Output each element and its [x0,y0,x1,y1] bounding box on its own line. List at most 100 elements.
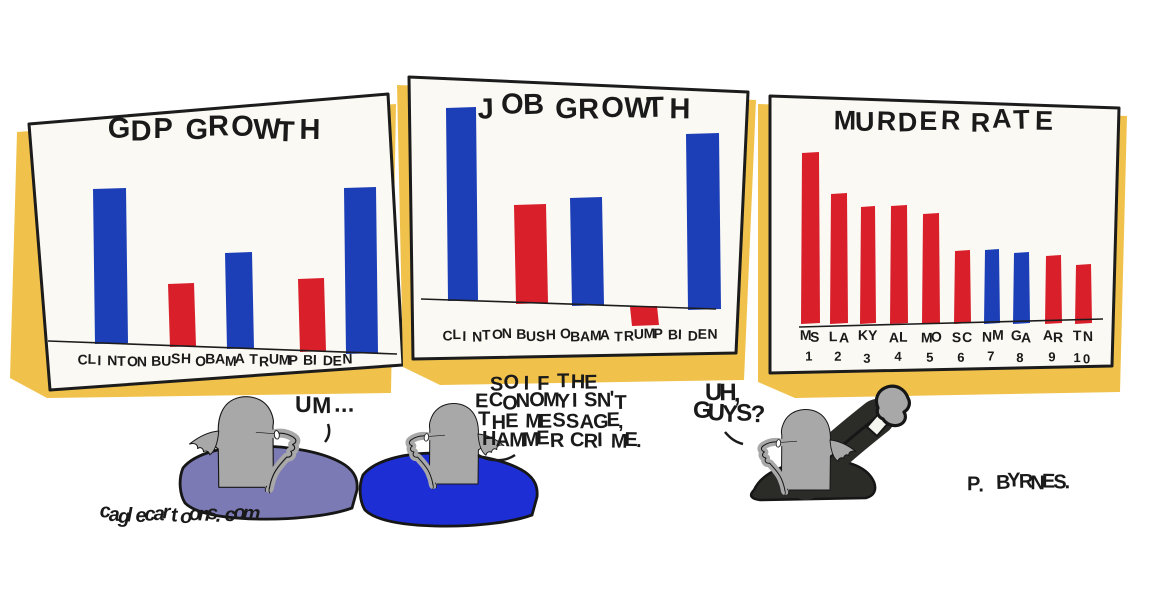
svg-text:T: T [646,92,665,125]
svg-text:.: . [215,505,221,527]
svg-text:R: R [550,430,566,452]
svg-text:I: I [462,328,466,344]
svg-text:A: A [889,329,899,345]
svg-text:C: C [570,429,585,451]
svg-text:I: I [597,429,603,451]
svg-text:m: m [242,502,261,525]
svg-text:H: H [181,350,191,366]
svg-text:E: E [919,106,937,136]
svg-text:H: H [669,93,690,125]
svg-text:R: R [971,108,991,138]
svg-text:B: B [570,328,580,344]
svg-text:S: S [552,410,565,432]
svg-text:T: T [249,351,258,367]
svg-text:D: D [131,115,152,147]
svg-text:.: . [636,430,642,452]
svg-text:L: L [829,328,838,344]
svg-text:L: L [452,326,461,342]
svg-text:H: H [299,114,320,146]
svg-text:A: A [600,327,610,343]
svg-text:M: M [992,327,1004,343]
svg-text:7: 7 [987,348,994,363]
svg-text:J: J [477,93,494,125]
svg-text:A: A [1043,327,1053,343]
svg-text:U: U [161,353,171,369]
svg-text:D: D [897,107,917,137]
svg-text:N: N [472,328,482,344]
svg-text:C: C [77,351,87,367]
svg-text:B: B [151,353,161,369]
svg-text:l: l [127,504,133,526]
svg-text:.: . [978,475,984,497]
svg-text:P: P [153,113,173,145]
svg-text:8: 8 [1016,350,1023,365]
svg-text:K: K [858,327,868,343]
svg-text:U: U [634,326,644,342]
svg-text:M: M [312,392,331,418]
svg-text:U: U [269,351,279,367]
svg-text:R: R [578,94,599,126]
svg-text:N: N [502,325,512,341]
svg-text:T: T [117,353,126,369]
svg-text:t: t [171,504,180,526]
svg-text:E: E [536,427,550,449]
svg-text:P: P [653,325,663,341]
svg-text:P: P [289,352,298,368]
svg-text:C: C [442,327,453,343]
svg-text:L: L [87,351,96,367]
svg-text:N: N [107,352,117,368]
svg-text:R: R [624,328,635,344]
svg-text:U: U [855,107,875,137]
svg-text:S: S [171,350,181,366]
svg-text:I: I [678,326,682,342]
svg-text:.: . [1064,471,1070,493]
svg-text:A: A [580,328,590,344]
svg-text:5: 5 [926,350,933,365]
svg-text:T: T [482,326,491,342]
svg-text:U: U [295,391,312,417]
svg-text:B: B [668,326,678,342]
svg-text:I: I [572,390,578,412]
svg-text:S: S [952,329,961,345]
svg-text:N: N [342,350,352,366]
svg-text:N: N [982,329,992,345]
svg-text:T: T [1073,327,1082,343]
svg-text:R: R [259,353,269,369]
svg-text:D: D [688,328,698,344]
svg-text:T: T [614,328,623,344]
svg-text:G: G [108,113,131,145]
svg-text:6: 6 [957,350,964,365]
svg-text:4: 4 [894,349,902,364]
svg-text:E: E [698,326,708,342]
svg-text:N: N [137,353,147,369]
svg-text:.: . [341,391,348,417]
svg-text:R: R [1053,329,1063,345]
svg-text:E: E [332,353,341,369]
svg-text:T: T [1013,104,1031,135]
svg-text:O: O [931,329,942,345]
svg-text:3: 3 [863,351,870,366]
svg-text:O: O [601,92,625,125]
svg-text:S: S [584,389,597,411]
svg-text:B: B [303,352,313,368]
svg-text:R: R [941,105,961,136]
svg-text:9: 9 [1048,349,1055,364]
svg-text:G: G [185,114,208,146]
svg-text:E: E [1035,106,1053,136]
svg-text:0: 0 [1083,351,1090,366]
svg-text:T: T [478,408,490,430]
svg-text:S: S [810,329,819,345]
svg-text:L: L [899,329,908,345]
svg-text:O: O [500,88,524,121]
svg-text:A: A [839,329,849,345]
svg-text:R: R [208,110,229,142]
svg-text:N: N [1083,328,1093,344]
svg-text:N: N [516,390,531,412]
svg-text:C: C [962,329,972,345]
svg-text:R: R [876,106,896,137]
svg-text:Y: Y [868,327,878,343]
svg-text:2: 2 [834,349,841,364]
svg-text:T: T [276,116,295,149]
svg-text:A: A [235,350,245,366]
svg-text:A: A [215,351,225,367]
